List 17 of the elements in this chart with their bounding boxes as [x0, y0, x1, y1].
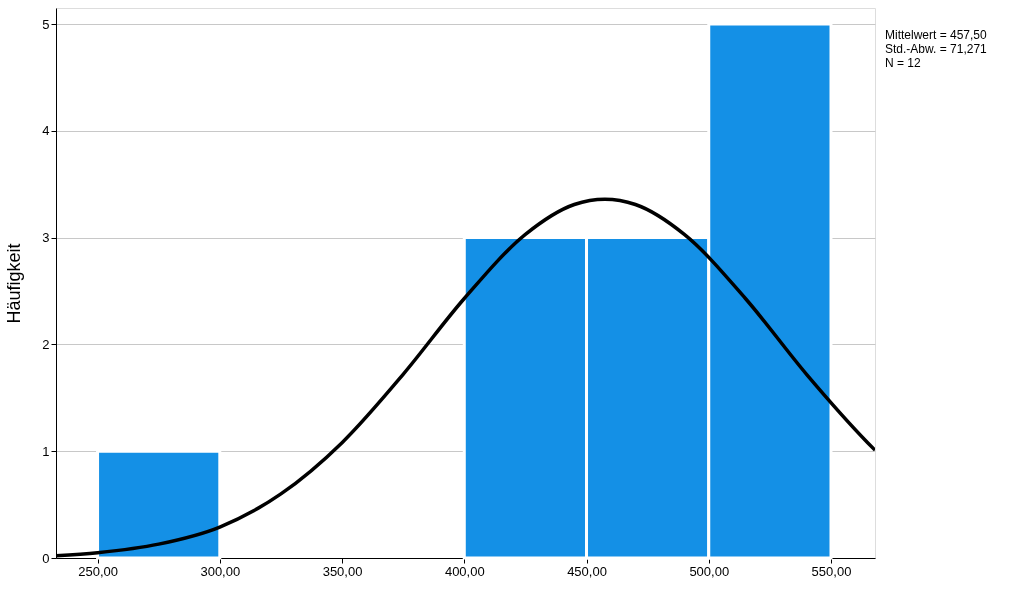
x-tick-label: 300,00: [200, 563, 241, 579]
text: N = 12: [885, 56, 922, 70]
y-tick-label: 0: [42, 550, 50, 566]
x-tick-label: 450,00: [567, 563, 607, 579]
y-tick-label: 3: [42, 230, 50, 246]
text: Mittelwert = 457,50: [885, 28, 988, 42]
x-tick-label: 550,00: [811, 563, 852, 579]
y-tick-label: 2: [42, 336, 50, 352]
x-tick-label: 500,00: [689, 563, 730, 579]
y-tick-label: 1: [42, 443, 50, 459]
x-tick-label: 350,00: [322, 563, 363, 579]
text: Std.-Abw. = 71,271: [885, 42, 988, 56]
x-tick-label: 250,00: [78, 563, 118, 579]
x-tick-label: 400,00: [444, 563, 485, 579]
y-axis-title: Häufigkeit: [4, 243, 25, 324]
y-tick-label: 4: [42, 123, 50, 139]
y-tick-label: 5: [42, 16, 50, 32]
